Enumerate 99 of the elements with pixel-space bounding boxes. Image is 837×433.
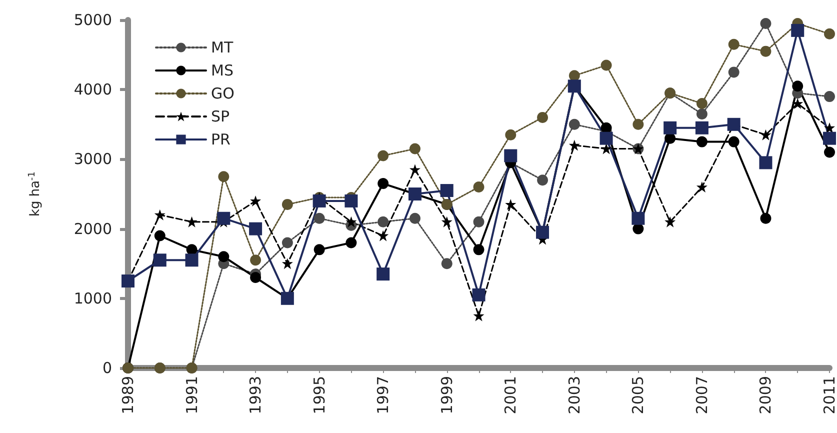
point [760, 129, 772, 140]
point [824, 146, 835, 158]
point [409, 164, 420, 176]
point [760, 18, 772, 29]
x-tick-label: 2011 [820, 376, 837, 414]
point [473, 182, 484, 193]
point [218, 171, 230, 182]
legend-label: PR [211, 130, 230, 148]
x-tick-label: 1997 [374, 376, 392, 414]
point [600, 132, 613, 145]
point [664, 132, 676, 144]
point [344, 194, 358, 208]
point [153, 254, 166, 267]
point [378, 230, 389, 242]
x-tick-label: 2009 [756, 376, 775, 414]
point [473, 244, 484, 256]
y-axis-title: kg ha-1 [28, 171, 43, 217]
point [759, 156, 772, 170]
point [695, 121, 708, 134]
point [632, 118, 644, 130]
y-tick-label: 2000 [74, 220, 112, 238]
point [824, 91, 835, 102]
y-tick-label: 5000 [74, 11, 112, 29]
point [791, 24, 804, 37]
point [568, 140, 580, 151]
point [823, 132, 836, 145]
point [505, 198, 516, 210]
point [728, 38, 740, 50]
point [282, 258, 293, 270]
point [664, 216, 676, 228]
legend-label: MT [211, 38, 234, 56]
point [154, 230, 166, 242]
point [154, 209, 166, 220]
legend-label: GO [211, 84, 234, 102]
y-tick-label: 4000 [74, 80, 112, 99]
point [760, 212, 772, 224]
point [696, 182, 708, 193]
point [696, 136, 708, 148]
point [378, 216, 389, 228]
point [314, 244, 325, 256]
point [440, 184, 454, 198]
point [282, 237, 293, 248]
point [632, 212, 645, 225]
point [378, 150, 389, 162]
point [537, 112, 548, 123]
point [600, 60, 612, 71]
point [346, 237, 357, 248]
point [250, 272, 262, 284]
point [728, 66, 740, 78]
point [696, 108, 708, 120]
point [218, 251, 230, 262]
point [473, 310, 484, 322]
x-tick-label: 1989 [119, 376, 137, 414]
point [537, 174, 548, 186]
x-tick-label: 2007 [692, 376, 711, 414]
point [185, 254, 198, 267]
x-tick-label: 2005 [629, 376, 648, 414]
point [314, 212, 325, 224]
point [441, 258, 452, 270]
x-tick-label: 2003 [565, 376, 584, 414]
point [728, 136, 740, 148]
point [376, 268, 390, 281]
legend-label: SP [211, 108, 230, 126]
x-tick-label: 1991 [182, 376, 201, 414]
point [409, 143, 420, 154]
point [568, 118, 580, 130]
point [441, 216, 452, 228]
legend-label: MS [211, 62, 234, 80]
point [409, 212, 420, 224]
point [312, 194, 326, 208]
point [824, 122, 835, 134]
point [473, 216, 484, 228]
point [378, 178, 389, 190]
point [186, 216, 198, 228]
x-tick-label: 1995 [310, 376, 328, 414]
point [249, 222, 262, 236]
point [346, 216, 357, 228]
y-tick-label: 1000 [74, 289, 112, 308]
point [792, 98, 804, 110]
point [664, 121, 677, 134]
point [504, 149, 518, 162]
point [250, 195, 262, 206]
point [282, 198, 293, 210]
point [760, 46, 772, 57]
point [568, 70, 580, 82]
point [250, 254, 262, 266]
y-tick-label: 3000 [74, 150, 112, 168]
point [792, 80, 804, 92]
point [824, 28, 835, 40]
x-tick-label: 1999 [438, 376, 456, 414]
point [472, 288, 486, 302]
x-tick-label: 1993 [246, 376, 265, 414]
point [600, 143, 612, 154]
point [600, 122, 612, 134]
x-tick-label: 2001 [502, 376, 520, 414]
point [505, 129, 516, 140]
point [696, 98, 708, 110]
point [217, 212, 230, 225]
y-tick-label: 0 [102, 359, 112, 377]
